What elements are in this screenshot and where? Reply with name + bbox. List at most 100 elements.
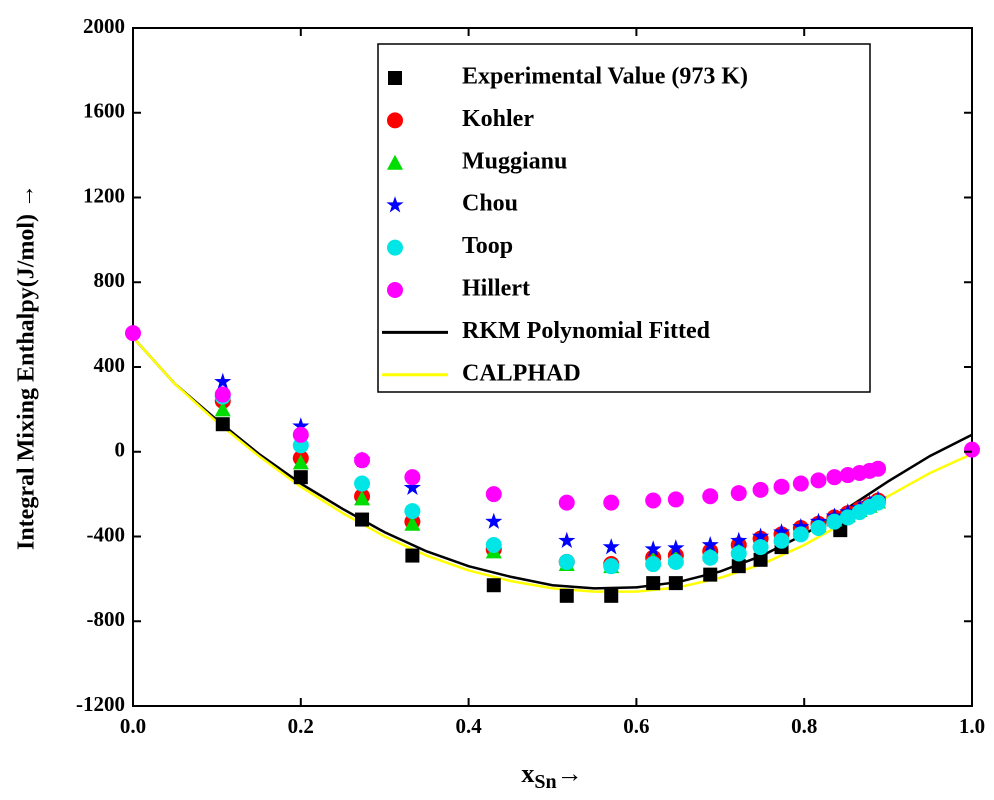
x-tick-label: 0.6 — [623, 714, 649, 738]
point — [292, 454, 309, 470]
legend-swatch — [387, 239, 403, 256]
point — [405, 548, 420, 563]
point — [214, 372, 232, 390]
point — [486, 578, 501, 593]
point — [667, 553, 684, 570]
point — [702, 549, 719, 566]
point — [604, 588, 619, 603]
point — [668, 576, 683, 591]
point — [703, 567, 718, 582]
legend-swatch — [387, 112, 403, 129]
point — [292, 417, 310, 434]
point — [355, 512, 370, 527]
point — [214, 386, 231, 403]
point — [354, 490, 371, 506]
point — [792, 526, 809, 543]
point — [752, 539, 769, 556]
point — [730, 545, 747, 562]
point — [485, 486, 502, 503]
legend-label: Experimental Value (973 K) — [462, 64, 748, 90]
point — [646, 576, 661, 591]
point — [214, 401, 231, 417]
x-axis-label: xSn→ — [521, 759, 582, 793]
line — [132, 336, 973, 593]
legend-swatch — [386, 196, 404, 213]
legend-label: Muggianu — [462, 148, 567, 174]
point — [826, 513, 843, 530]
point — [870, 460, 887, 477]
point — [810, 472, 827, 489]
point — [645, 556, 662, 573]
point — [354, 475, 371, 492]
point — [792, 475, 809, 492]
point — [292, 426, 309, 443]
legend-swatch — [388, 71, 402, 85]
legend-label: Toop — [462, 233, 513, 259]
legend-label: Chou — [462, 191, 518, 217]
point — [559, 588, 574, 603]
y-tick-label: -800 — [87, 607, 126, 631]
point — [773, 532, 790, 549]
point — [792, 518, 810, 535]
point — [730, 485, 747, 502]
y-tick-label: -1200 — [76, 692, 125, 716]
x-label-sub: Sn — [534, 771, 556, 793]
point — [293, 470, 308, 485]
point — [645, 492, 662, 509]
x-tick-label: 0.0 — [120, 714, 146, 738]
point — [602, 538, 620, 555]
point — [730, 531, 748, 548]
legend-swatch — [387, 282, 403, 298]
point — [964, 441, 980, 458]
point — [773, 523, 791, 540]
point — [810, 520, 827, 537]
point — [603, 494, 620, 511]
point — [404, 503, 421, 520]
point — [403, 478, 421, 495]
y-tick-label: 400 — [94, 353, 126, 377]
x-tick-label: 1.0 — [959, 714, 985, 738]
point — [701, 536, 719, 553]
point — [603, 558, 620, 575]
y-tick-label: 1200 — [83, 183, 125, 207]
point — [354, 452, 371, 469]
point — [753, 552, 768, 567]
legend-label: CALPHAD — [462, 360, 581, 386]
point — [558, 531, 576, 548]
legend-label: Hillert — [462, 276, 530, 302]
x-tick-label: 0.2 — [288, 714, 314, 738]
point — [485, 512, 503, 529]
x-tick-label: 0.8 — [791, 714, 817, 738]
legend-label: RKM Polynomial Fitted — [462, 318, 711, 344]
y-tick-label: 2000 — [83, 14, 125, 38]
point — [644, 540, 662, 557]
point — [125, 325, 141, 342]
y-tick-label: -400 — [87, 522, 126, 546]
point — [558, 494, 575, 511]
y-axis-label: Integral Mixing Enthalpy(J/mol) → — [14, 184, 40, 550]
x-label-base: x — [521, 759, 534, 788]
point — [752, 527, 770, 544]
point — [752, 481, 769, 498]
point — [667, 539, 685, 556]
point — [215, 417, 230, 432]
point — [773, 478, 790, 495]
x-tick-label: 0.4 — [455, 714, 482, 738]
point — [826, 469, 843, 486]
legend-swatch — [387, 154, 403, 170]
y-tick-label: 0 — [115, 438, 126, 462]
legend-box — [377, 43, 871, 393]
x-label-arrow: → — [557, 759, 583, 788]
legend-label: Kohler — [462, 106, 534, 132]
point — [702, 488, 719, 505]
y-tick-label: 800 — [94, 268, 126, 292]
point — [731, 559, 746, 574]
point — [558, 553, 575, 570]
y-tick-label: 1600 — [83, 99, 125, 123]
point — [485, 536, 502, 553]
point — [404, 515, 421, 531]
point — [404, 469, 421, 486]
point — [870, 494, 887, 511]
plot-layer — [125, 325, 980, 603]
